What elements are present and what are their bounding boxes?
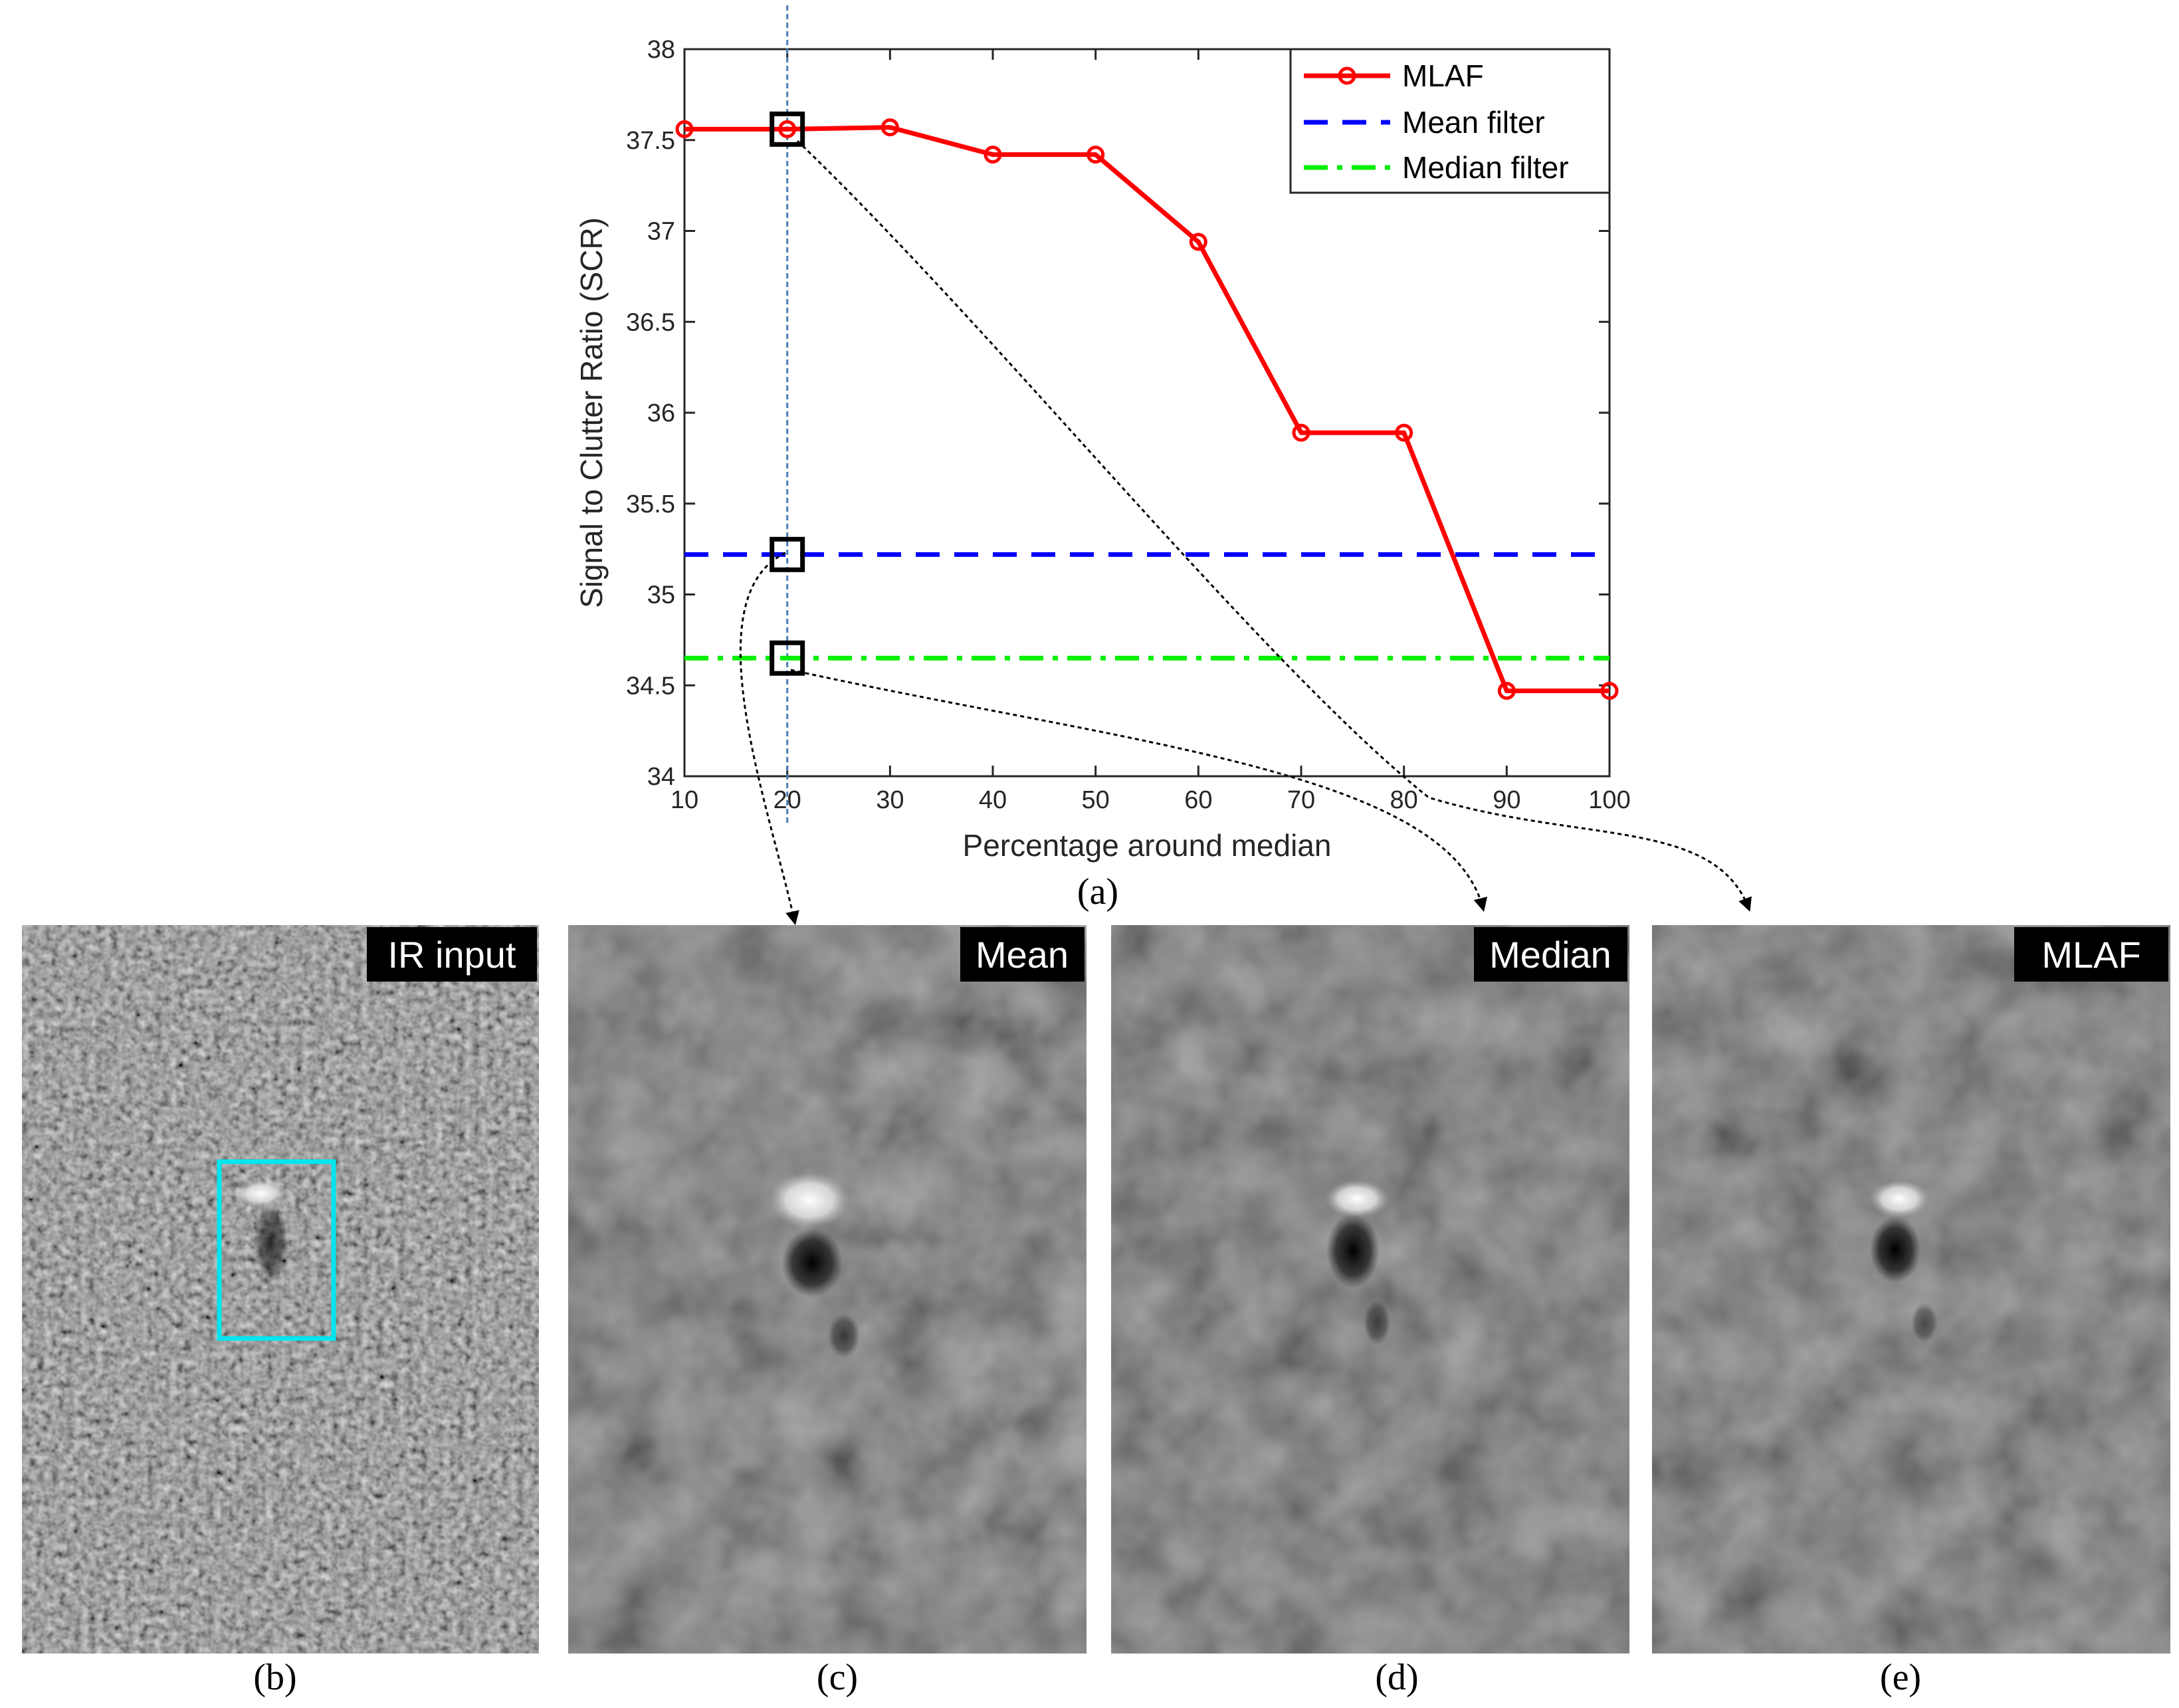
y-tick-label: 34 [647,763,675,791]
panel-title-ir-input: IR input [388,934,516,976]
y-tick-label: 34.5 [626,672,675,700]
legend-label-median: Median filter [1402,150,1569,185]
mlaf-point [1600,681,1619,700]
mlaf-target-dark [1870,1216,1920,1283]
x-axis-ticks: 10 20 30 40 50 60 70 80 90 100 [671,49,1631,814]
highlight-square [770,111,805,147]
mean-target-tail [828,1313,860,1358]
mlaf-target-tail [1911,1303,1938,1342]
median-target-bright [1325,1180,1389,1218]
highlight-square [770,536,805,572]
y-axis-label: Signal to Clutter Ratio (SCR) [574,217,609,608]
mean-target-dark [781,1228,843,1297]
panel-title-mlaf: MLAF [2041,934,2140,976]
y-tick-label: 37 [647,218,675,246]
x-tick-label: 60 [1184,786,1212,814]
legend-marker-mlaf [1338,66,1356,85]
panel-caption-d: (d) [1375,1657,1418,1698]
legend-label-mean: Mean filter [1402,105,1545,140]
arrow-to-mlaf-panel [796,140,1752,912]
median-target-dark [1326,1214,1380,1288]
panel-title-bg-ir-input [367,927,537,982]
mlaf-point [1189,233,1207,251]
mlaf-point [881,118,899,137]
panel-caption-c: (c) [817,1657,858,1698]
x-tick-label: 70 [1287,786,1315,814]
ir-target-dark [254,1203,288,1283]
panel-title-bg-mlaf [2014,927,2168,982]
mlaf-point [1292,423,1310,442]
panel-title-bg-median [1474,927,1627,982]
highlight-square [770,640,805,676]
legend-label-mlaf: MLAF [1402,58,1484,93]
y-tick-label: 35.5 [626,490,675,518]
panel-mean: Mean (c) [568,925,1087,1698]
panel-title-mean: Mean [976,934,1069,976]
series-points-mlaf [675,118,1619,700]
y-tick-label: 38 [647,36,675,64]
panel-caption-b: (b) [253,1657,296,1698]
x-tick-label: 100 [1588,786,1630,814]
mean-target-bright [770,1172,849,1228]
mlaf-target-bright [1870,1180,1928,1218]
panel-title-median: Median [1489,934,1611,976]
panel-median: Median (d) [1111,925,1629,1698]
y-axis-ticks: 34 34.5 35 35.5 36 36.5 37 37.5 38 [626,36,1609,791]
chart-caption: (a) [1077,871,1118,912]
series-line-mlaf [684,125,1609,693]
panel-ir-input-noise [22,925,539,1654]
x-tick-label: 40 [979,786,1007,814]
highlight-box [217,1159,336,1341]
y-tick-label: 36 [647,399,675,427]
mlaf-point [1395,423,1413,442]
y-tick-label: 37.5 [626,127,675,155]
highlight-squares [770,111,805,676]
median-target-tail [1364,1300,1390,1345]
panel-title-bg-mean [960,927,1085,982]
panel-mlaf-noise [1652,925,2170,1654]
y-tick-label: 36.5 [626,308,675,336]
legend: MLAF Mean filter Median filter [1289,48,1611,194]
mlaf-point [778,120,797,138]
y-tick-label: 35 [647,582,675,609]
x-tick-label: 90 [1493,786,1520,814]
mlaf-point [984,146,1002,164]
x-tick-label: 80 [1390,786,1418,814]
mlaf-point [1087,146,1105,164]
panel-mlaf: MLAF (e) [1652,925,2170,1698]
x-tick-label: 50 [1082,786,1110,814]
x-tick-label: 30 [876,786,904,814]
panel-median-noise [1111,925,1629,1654]
x-tick-label: 10 [671,786,698,814]
panel-caption-e: (e) [1880,1657,1921,1698]
x-axis-label: Percentage around median [963,828,1332,863]
mlaf-point [1497,681,1516,700]
arrow-to-median-panel [790,669,1488,912]
panel-ir-input: IR input (b) [22,925,539,1698]
mlaf-point [675,120,694,138]
ir-target-bright [235,1180,286,1207]
arrow-to-mean-panel [739,552,799,926]
